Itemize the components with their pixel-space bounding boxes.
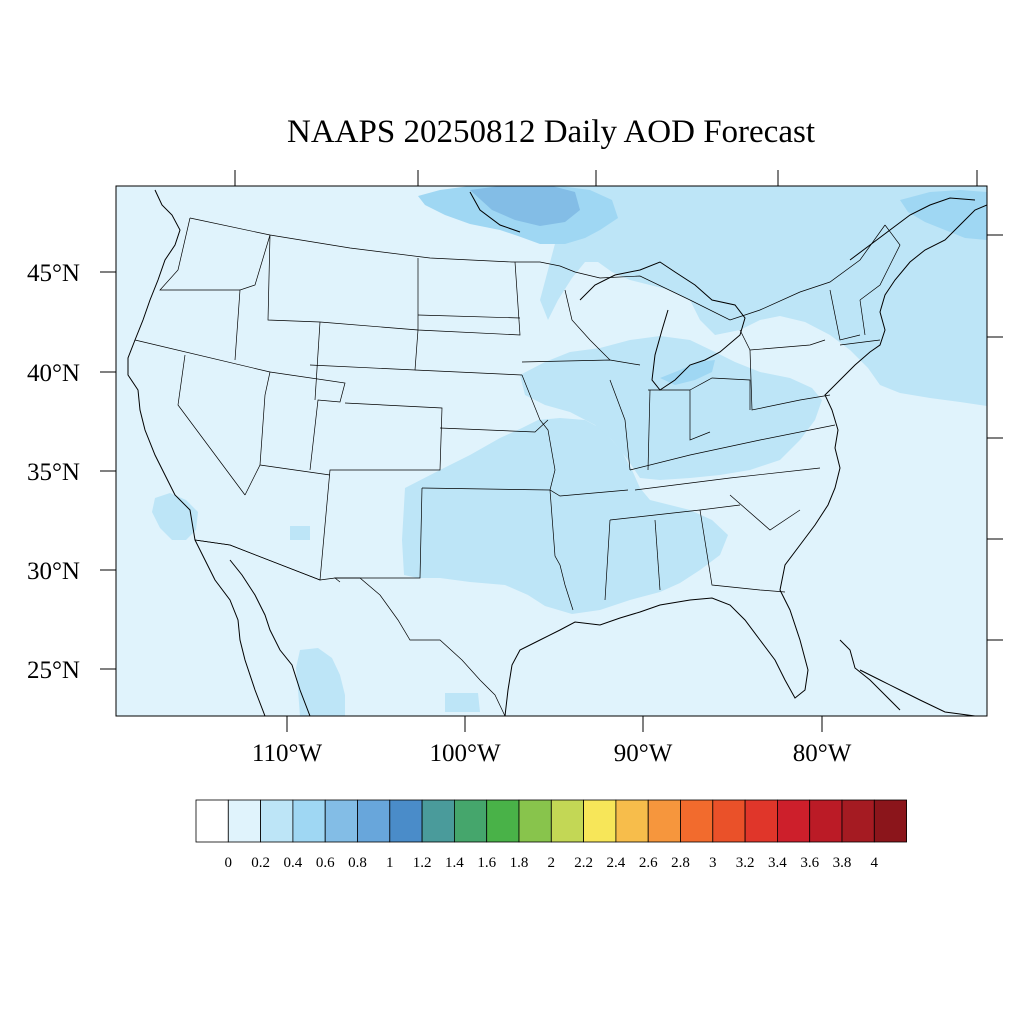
colorbar-swatch [292,799,326,843]
aod-region-gulf-patch [445,693,480,712]
aod-region-core-canada [470,186,580,226]
aod-region-socal [152,493,198,540]
colorbar-label: 3.8 [833,855,852,871]
map-frame [115,185,988,717]
lon-label-90w: 90°W [614,740,673,767]
aod-region-gulf-st-lawrence [900,190,987,240]
colorbar-label: 1.8 [510,855,529,871]
lat-labels: 45°N 40°N 35°N 30°N 25°N [27,260,80,684]
colorbar-swatch [712,799,746,843]
lat-label-35: 35°N [27,459,80,486]
colorbar-swatch [227,799,262,843]
colorbar-label: 1.2 [413,855,432,871]
colorbar-swatch [195,799,229,843]
colorbar: 0 0.2 0.4 0.6 0.8 1 1.2 1.4 1.6 1.8 2 2.2 2.4 2.6 2.8 3… [195,799,907,871]
colorbar-swatch [518,799,552,843]
colorbar-label: 0.4 [284,855,303,871]
coast-baja-east [229,559,311,716]
colorbar-swatch [744,799,778,843]
colorbar-swatch [841,799,875,843]
colorbar-label: 2.2 [574,855,593,871]
colorbar-label: 4 [871,855,879,871]
colorbar-label: 2 [548,855,556,871]
coast-st-lawrence [849,197,976,261]
colorbar-label: 2.6 [639,855,658,871]
colorbar-swatch [873,799,907,843]
colorbar-swatch [421,799,455,843]
coastlines [127,189,987,716]
aod-region-midwest [520,336,822,480]
state-boundaries [134,217,901,611]
lon-label-110w: 110°W [252,740,323,767]
colorbar-swatch [324,799,358,843]
colorbar-label: 3.4 [768,855,787,871]
aod-region-nm-patch [290,526,310,540]
lat-label-45: 45°N [27,260,80,287]
colorbar-swatch [357,799,391,843]
mexico-border [194,539,506,716]
coast-west [127,189,266,716]
map-plot-area [116,186,987,716]
colorbar-label: 2.4 [607,855,626,871]
lat-label-25: 25°N [27,657,80,684]
top-ticks [234,170,978,186]
colorbar-swatch [777,799,811,843]
right-ticks [987,234,1003,641]
coast-cuba [859,669,976,716]
lat-label-30: 30°N [27,558,80,585]
colorbar-label: 1 [386,855,394,871]
colorbar-label: 3 [709,855,717,871]
bottom-ticks [286,716,823,732]
colorbar-label: 3.2 [736,855,755,871]
aod-field-0.8-1.0 [470,186,580,226]
colorbar-label: 0.2 [251,855,270,871]
aod-region-southern-plains [402,418,728,614]
colorbar-label: 1.6 [477,855,496,871]
lat-label-40: 40°N [27,360,80,387]
colorbar-label: 0 [225,855,233,871]
colorbar-swatch [486,799,520,843]
left-ticks [100,271,116,670]
aod-region-michigan-strip [660,360,715,385]
lon-labels: 110°W 100°W 90°W 80°W [252,740,852,767]
colorbar-swatch [647,799,681,843]
colorbar-swatch [680,799,714,843]
aod-region-baja [296,648,345,716]
coast-florida-keys [839,639,901,711]
coast-hudson-bay-north [469,191,521,233]
colorbar-swatch [260,799,294,843]
colorbar-label: 2.8 [671,855,690,871]
colorbar-swatch [550,799,584,843]
colorbar-swatch [583,799,617,843]
colorbar-swatch [389,799,423,843]
colorbar-swatch [809,799,843,843]
colorbar-swatch [615,799,649,843]
coast-gulf [504,204,987,716]
colorbar-label: 1.4 [445,855,464,871]
lon-label-80w: 80°W [793,740,852,767]
coast-great-lakes [579,261,746,391]
colorbar-label: 3.6 [800,855,819,871]
lon-label-100w: 100°W [429,740,500,767]
colorbar-label: 0.8 [348,855,367,871]
map-title: NAAPS 20250812 Daily AOD Forecast [287,114,815,150]
colorbar-label: 0.6 [316,855,335,871]
colorbar-swatch [453,799,488,843]
